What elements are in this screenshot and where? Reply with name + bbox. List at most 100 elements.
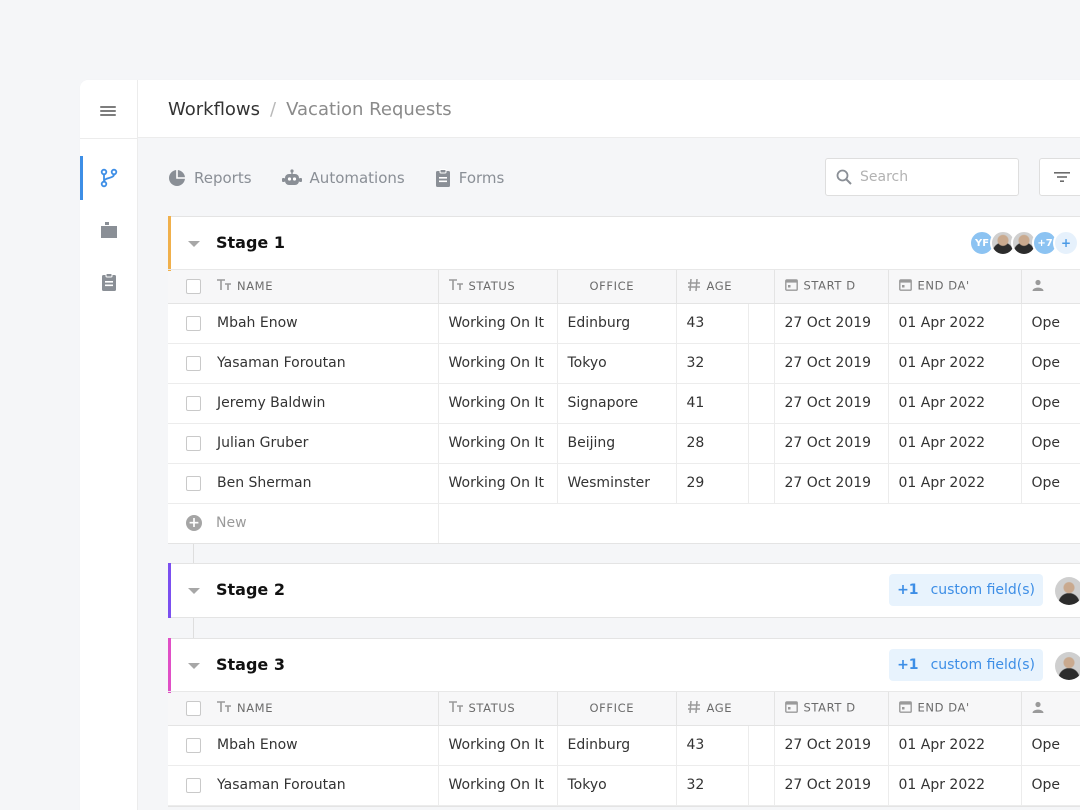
column-header-office[interactable]: OFFICE <box>589 279 635 294</box>
cell-end-date[interactable]: 01 Apr 2022 <box>888 343 1022 384</box>
cell-office[interactable]: Edinburg <box>557 725 677 766</box>
stage-3-header[interactable]: Stage 3 +1 custom field(s) <box>168 639 1080 692</box>
row-checkbox[interactable] <box>186 777 201 793</box>
table-row[interactable]: Yasaman Foroutan Working On It Tokyo 32 27 O… <box>168 765 1080 806</box>
cell-office[interactable]: Wesminster <box>557 463 677 504</box>
stage-2-header[interactable]: Stage 2 +1 custom field(s) <box>168 564 1080 617</box>
cell-end-date[interactable]: 01 Apr 2022 <box>888 725 1022 766</box>
new-row-label[interactable]: New <box>216 515 247 532</box>
column-header-age[interactable]: AGE <box>706 700 733 715</box>
cell-office[interactable]: Tokyo <box>557 765 677 806</box>
cell-name[interactable]: Yasaman Foroutan <box>217 777 346 793</box>
column-header-name[interactable]: NAME <box>237 278 274 293</box>
column-header-name[interactable]: NAME <box>237 700 274 715</box>
row-checkbox[interactable] <box>186 315 201 331</box>
row-checkbox[interactable] <box>186 395 201 411</box>
reports-button[interactable]: Reports <box>168 169 252 187</box>
cell-office[interactable]: Edinburg <box>557 303 677 344</box>
cell-owner[interactable]: Ope <box>1021 765 1080 806</box>
cell-owner[interactable]: Ope <box>1021 303 1080 344</box>
assignee-avatars[interactable]: YF +7 + <box>969 230 1079 256</box>
column-header-status[interactable]: STATUS <box>468 278 516 293</box>
collapse-caret-icon[interactable] <box>188 241 200 247</box>
cell-end-date[interactable]: 01 Apr 2022 <box>888 383 1022 424</box>
cell-office[interactable]: Signapore <box>557 383 677 424</box>
custom-fields-badge[interactable]: +1 custom field(s) <box>889 574 1043 606</box>
cell-office[interactable]: Tokyo <box>557 343 677 384</box>
cell-end-date[interactable]: 01 Apr 2022 <box>888 423 1022 464</box>
cell-age[interactable]: 32 <box>676 343 749 384</box>
search-input[interactable] <box>860 169 1000 185</box>
column-header-status[interactable]: STATUS <box>468 700 516 715</box>
add-circle-icon[interactable]: + <box>186 515 202 532</box>
cell-office[interactable]: Beijing <box>557 423 677 464</box>
cell-age[interactable]: 43 <box>676 725 749 766</box>
table-row[interactable]: Mbah Enow Working On It Edinburg 43 27 Oct 2… <box>168 303 1080 344</box>
cell-owner[interactable]: Ope <box>1021 383 1080 424</box>
row-checkbox[interactable] <box>186 475 201 491</box>
avatar[interactable] <box>1055 577 1080 605</box>
collapse-caret-icon[interactable] <box>188 663 200 669</box>
cell-status[interactable]: Working On It <box>438 423 558 464</box>
cell-start-date[interactable]: 27 Oct 2019 <box>774 463 889 504</box>
cell-name[interactable]: Julian Gruber <box>217 435 309 451</box>
nav-workflows[interactable] <box>80 156 138 200</box>
forms-button[interactable]: Forms <box>435 169 504 187</box>
breadcrumb-root[interactable]: Workflows <box>168 99 261 120</box>
column-header-office[interactable]: OFFICE <box>589 701 635 716</box>
row-checkbox[interactable] <box>186 737 201 753</box>
cell-start-date[interactable]: 27 Oct 2019 <box>774 343 889 384</box>
column-header-age[interactable]: AGE <box>706 278 733 293</box>
filter-button[interactable] <box>1039 158 1080 196</box>
nav-documents[interactable] <box>80 208 138 252</box>
cell-name[interactable]: Yasaman Foroutan <box>217 355 346 371</box>
cell-start-date[interactable]: 27 Oct 2019 <box>774 765 889 806</box>
table-row[interactable]: Mbah Enow Working On It Edinburg 43 27 Oct 2… <box>168 725 1080 766</box>
cell-name[interactable]: Mbah Enow <box>217 737 298 753</box>
cell-status[interactable]: Working On It <box>438 343 558 384</box>
cell-owner[interactable]: Ope <box>1021 725 1080 766</box>
cell-age[interactable]: 28 <box>676 423 749 464</box>
menu-icon[interactable] <box>100 104 118 118</box>
cell-name[interactable]: Ben Sherman <box>217 475 312 491</box>
collapse-caret-icon[interactable] <box>188 588 200 594</box>
cell-age[interactable]: 32 <box>676 765 749 806</box>
cell-end-date[interactable]: 01 Apr 2022 <box>888 765 1022 806</box>
cell-name[interactable]: Jeremy Baldwin <box>217 395 326 411</box>
table-row[interactable]: Yasaman Foroutan Working On It Tokyo 32 27 O… <box>168 343 1080 384</box>
cell-owner[interactable]: Ope <box>1021 343 1080 384</box>
cell-end-date[interactable]: 01 Apr 2022 <box>888 303 1022 344</box>
column-header-start-date[interactable]: START D <box>803 700 856 715</box>
add-row[interactable]: + New <box>168 503 1080 543</box>
cell-age[interactable]: 29 <box>676 463 749 504</box>
select-all-checkbox[interactable] <box>186 278 201 294</box>
cell-start-date[interactable]: 27 Oct 2019 <box>774 725 889 766</box>
cell-status[interactable]: Working On It <box>438 765 558 806</box>
avatar-photo[interactable] <box>990 230 1016 256</box>
cell-status[interactable]: Working On It <box>438 303 558 344</box>
automations-button[interactable]: Automations <box>281 169 405 187</box>
cell-start-date[interactable]: 27 Oct 2019 <box>774 383 889 424</box>
cell-end-date[interactable]: 01 Apr 2022 <box>888 463 1022 504</box>
column-header-end-date[interactable]: END DA' <box>917 278 970 293</box>
row-checkbox[interactable] <box>186 355 201 371</box>
cell-status[interactable]: Working On It <box>438 463 558 504</box>
cell-status[interactable]: Working On It <box>438 383 558 424</box>
table-row[interactable]: Ben Sherman Working On It Wesminster 29 27 O… <box>168 463 1080 504</box>
select-all-checkbox[interactable] <box>186 700 201 716</box>
nav-forms[interactable] <box>80 260 138 304</box>
column-header-start-date[interactable]: START D <box>803 278 856 293</box>
cell-age[interactable]: 43 <box>676 303 749 344</box>
cell-name[interactable]: Mbah Enow <box>217 315 298 331</box>
stage-1-header[interactable]: Stage 1 YF +7 + <box>168 217 1080 270</box>
cell-start-date[interactable]: 27 Oct 2019 <box>774 423 889 464</box>
table-row[interactable]: Jeremy Baldwin Working On It Signapore 41 27… <box>168 383 1080 424</box>
cell-age[interactable]: 41 <box>676 383 749 424</box>
add-assignee-button[interactable]: + <box>1053 230 1079 256</box>
custom-fields-badge[interactable]: +1 custom field(s) <box>889 649 1043 681</box>
avatar[interactable] <box>1055 652 1080 680</box>
cell-start-date[interactable]: 27 Oct 2019 <box>774 303 889 344</box>
column-header-end-date[interactable]: END DA' <box>917 700 970 715</box>
cell-owner[interactable]: Ope <box>1021 463 1080 504</box>
table-row[interactable]: Julian Gruber Working On It Beijing 28 27 Oc… <box>168 423 1080 464</box>
